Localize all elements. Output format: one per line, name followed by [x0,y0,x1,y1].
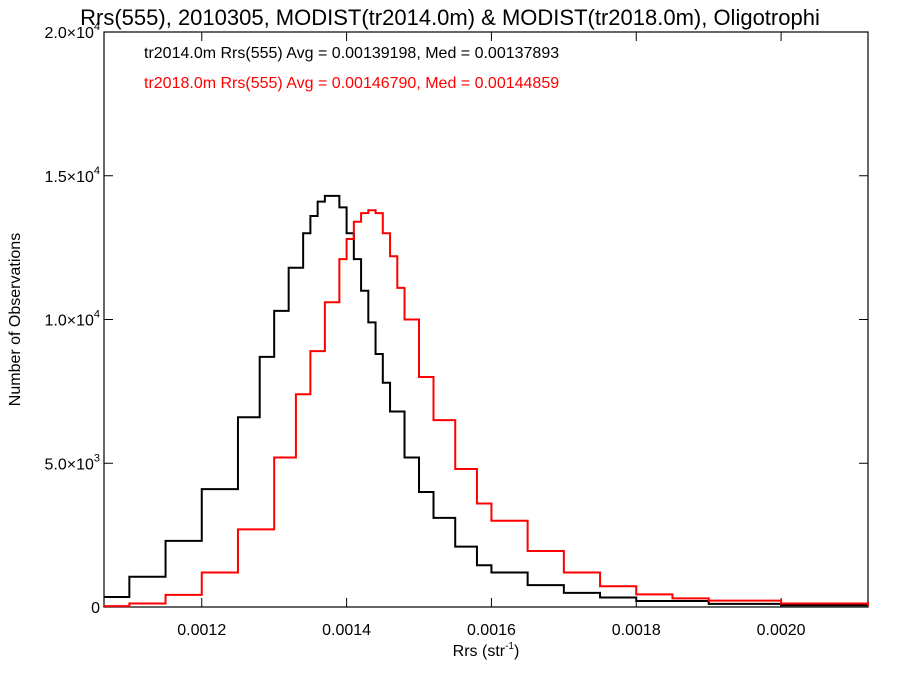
x-tick-label: 0.0018 [612,622,661,639]
series-tr2014-line [104,194,869,607]
legend-entry: tr2018.0m Rrs(555) Avg = 0.00146790, Med… [144,75,559,92]
y-tick-label: 2.0×104 [44,21,100,42]
y-tick-label: 0 [91,600,100,617]
y-tick-label: 1.5×104 [44,165,100,186]
legend-entry: tr2014.0m Rrs(555) Avg = 0.00139198, Med… [144,45,559,62]
x-tick-label: 0.0014 [322,622,371,639]
y-tick-label: 1.0×104 [44,309,100,330]
x-tick-label: 0.0020 [757,622,806,639]
x-tick-label: 0.0012 [177,622,226,639]
plot-frame [103,31,869,608]
x-axis-label: Rrs (str-1) [453,641,520,660]
y-axis-label: Number of Observations [7,233,24,406]
series-tr2018-line [104,209,869,608]
y-tick-label: 5.0×103 [44,452,100,473]
chart-title: Rrs(555), 2010305, MODIST(tr2014.0m) & M… [80,5,820,30]
x-tick-label: 0.0016 [467,622,516,639]
